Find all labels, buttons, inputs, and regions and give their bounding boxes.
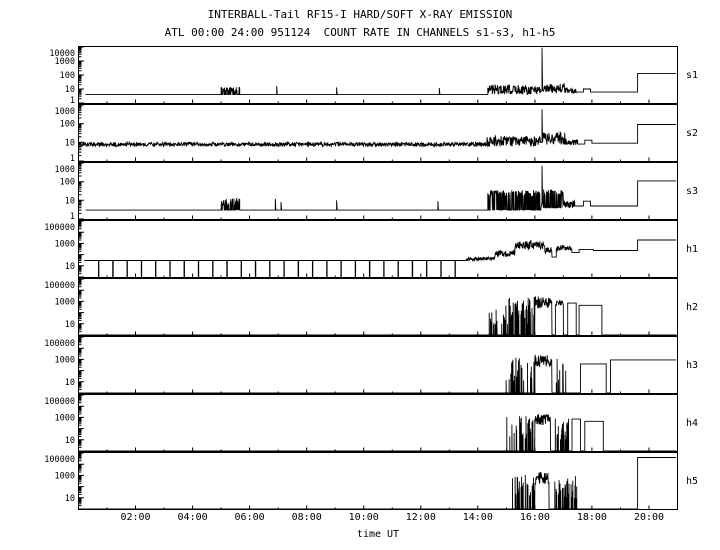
x-tick-label: 12:00 (405, 512, 436, 523)
panel-frame (78, 220, 678, 278)
trace-s3 (85, 165, 677, 211)
x-tick-label: 16:00 (519, 512, 550, 523)
panel-s3: 1000 100 10 1 s3 (55, 162, 698, 220)
channel-label-h4: h4 (686, 418, 698, 429)
panel-frame (78, 278, 678, 336)
panel-h2: 100000 1000 10 h2 (44, 278, 698, 336)
y-tick-label: 10 (65, 320, 75, 330)
panel-frame (78, 452, 678, 510)
trace-h4 (84, 413, 677, 452)
x-axis: 02:00 04:00 06:00 08:00 10:00 12:00 14:00 16:00… (0, 512, 720, 526)
channel-label-h1: h1 (686, 244, 698, 255)
y-tick-label: 1000 (55, 355, 75, 365)
chart-subtitle: ATL 00:00 24:00 951124 COUNT RATE IN CHA… (164, 26, 556, 39)
y-tick-label: 1 (70, 96, 75, 104)
y-tick-label: 10 (65, 138, 75, 148)
y-tick-label: 100000 (44, 339, 75, 349)
y-tick-label: 1000 (55, 239, 75, 249)
y-tick-label: 100000 (44, 455, 75, 465)
panel-h1: 100000 1000 10 h1 (44, 220, 698, 278)
panel-frame (78, 162, 678, 220)
x-tick-label: 10:00 (348, 512, 379, 523)
y-tick-label: 10 (65, 436, 75, 446)
chart-title: INTERBALL-Tail RF15-I HARD/SOFT X-RAY EM… (207, 8, 513, 21)
panel-h3: 100000 1000 10 h3 (44, 336, 698, 394)
x-axis-label: time UT (356, 529, 400, 540)
y-tick-label: 100 (60, 120, 75, 130)
y-tick-label: 10 (65, 378, 75, 388)
channel-label-s3: s3 (686, 186, 698, 197)
y-tick-label: 1 (70, 154, 75, 162)
y-tick-label: 100000 (44, 223, 75, 233)
y-tick-label: 1000 (55, 57, 75, 67)
x-tick-label: 06:00 (234, 512, 265, 523)
panel-s2: 1000 100 10 1 s2 (55, 104, 698, 162)
axis-ticks (78, 452, 650, 510)
panel-frame (78, 336, 678, 394)
panel-frame (78, 394, 678, 452)
x-tick-label: 18:00 (576, 512, 607, 523)
channel-label-s1: s1 (686, 70, 698, 81)
trace-s1 (85, 47, 677, 96)
channel-label-s2: s2 (686, 128, 698, 139)
y-tick-label: 1000 (55, 413, 75, 423)
axis-ticks (78, 220, 650, 278)
y-tick-label: 100 (60, 71, 75, 81)
y-tick-label: 1000 (55, 297, 75, 307)
axis-ticks (78, 394, 650, 452)
channel-label-h3: h3 (686, 360, 698, 371)
x-tick-label: 02:00 (120, 512, 151, 523)
plot-area: 10000 1000 100 10 1 s1 1000 100 10 1 s2 1000 100 10 1 s… (0, 46, 720, 512)
channel-label-h2: h2 (686, 302, 698, 313)
panel-h5: 100000 1000 10 h5 (44, 452, 698, 510)
trace-h5 (84, 457, 677, 510)
y-tick-label: 1000 (55, 165, 75, 175)
y-tick-label: 100000 (44, 281, 75, 291)
trace-h2 (84, 296, 677, 336)
axis-ticks (78, 162, 650, 220)
y-tick-label: 10 (65, 85, 75, 95)
trace-h1 (84, 239, 677, 278)
x-tick-label: 20:00 (633, 512, 665, 523)
y-tick-label: 100000 (44, 397, 75, 407)
panel-h4: 100000 1000 10 h4 (44, 394, 698, 452)
axis-ticks (78, 104, 650, 162)
axis-ticks (78, 278, 650, 336)
trace-h3 (84, 354, 677, 394)
y-tick-label: 10 (65, 262, 75, 272)
x-tick-label: 14:00 (462, 512, 493, 523)
axis-ticks (78, 336, 650, 394)
y-tick-label: 100 (60, 178, 75, 188)
y-tick-label: 10 (65, 196, 75, 206)
y-tick-label: 10 (65, 494, 75, 504)
trace-s2 (79, 109, 677, 149)
y-tick-label: 10000 (49, 49, 75, 59)
axis-ticks (78, 46, 650, 104)
y-tick-label: 1 (70, 212, 75, 220)
x-tick-label: 08:00 (291, 512, 322, 523)
channel-label-h5: h5 (686, 476, 698, 487)
y-tick-label: 1000 (55, 471, 75, 481)
panel-frame (78, 104, 678, 162)
y-tick-label: 1000 (55, 107, 75, 117)
x-tick-label: 04:00 (177, 512, 208, 523)
